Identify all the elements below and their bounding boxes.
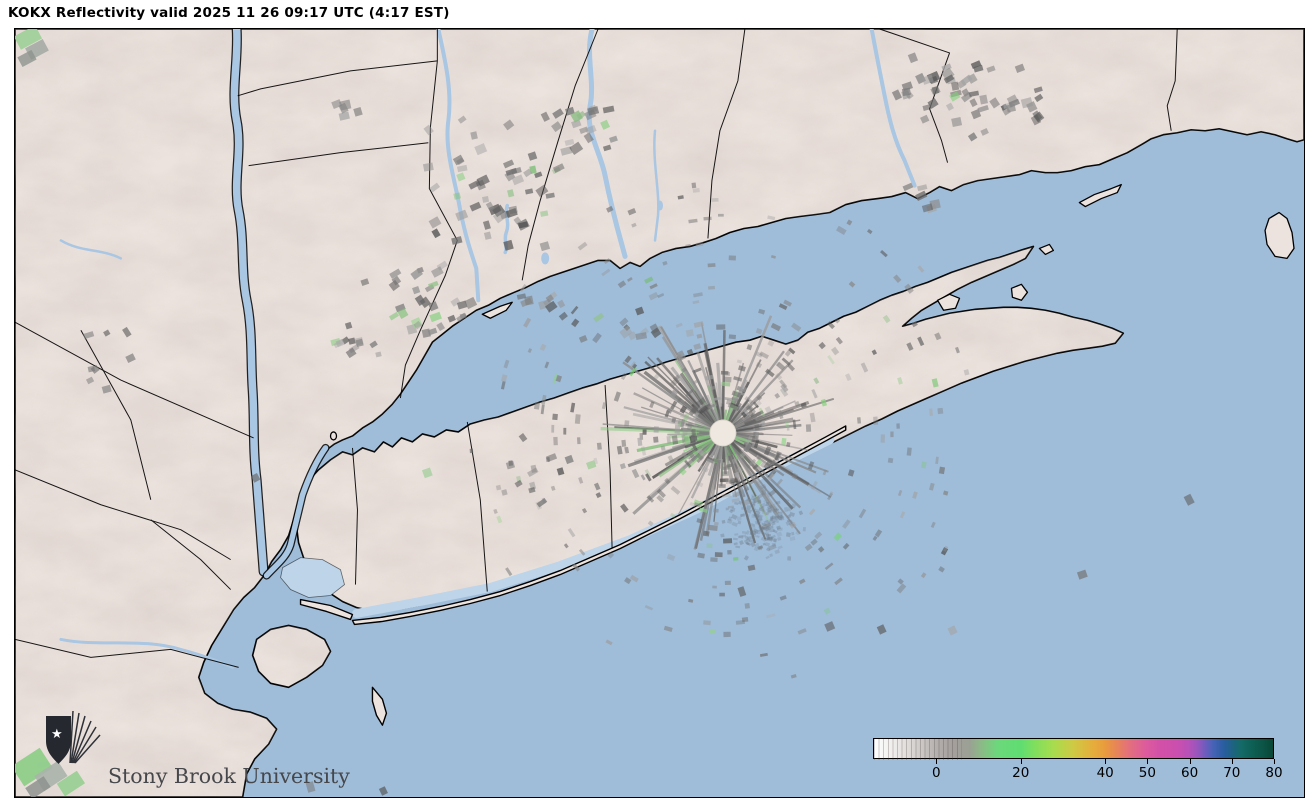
jamaica-bay <box>280 557 345 598</box>
colorbar-tick <box>1189 759 1191 764</box>
radar-site-marker <box>709 419 737 447</box>
colorbar-tick-label: 40 <box>1096 765 1114 781</box>
norwalk-islands <box>481 301 513 319</box>
nj-ny-state-line <box>15 321 254 439</box>
fishers-island <box>1078 183 1122 208</box>
colorbar-tick-label: 0 <box>932 765 941 781</box>
lakes <box>541 200 663 265</box>
colorbar-tick <box>1274 759 1275 764</box>
colorbar-tick <box>1105 759 1107 764</box>
city-island <box>329 431 338 441</box>
colorbar-tick-label: 20 <box>1012 765 1030 781</box>
colorbar-gradient <box>873 738 1274 760</box>
nw-river <box>59 239 123 260</box>
colorbar-tick <box>1147 759 1149 764</box>
queens-nassau-line <box>351 447 358 585</box>
map-canvas: ★ Stony Brook University School of Marin… <box>14 28 1305 798</box>
radar-echo-layer <box>15 29 1195 797</box>
gardiners-island <box>1010 283 1029 301</box>
barrier-islands <box>299 425 847 726</box>
shelter-island <box>936 293 961 311</box>
colorbar-low-end-stripes <box>874 739 962 760</box>
colorbar-tick-label: 70 <box>1223 765 1241 781</box>
east-river <box>263 445 329 579</box>
small-islands <box>329 183 1295 441</box>
block-island <box>1264 211 1295 260</box>
figure-title: KOKX Reflectivity valid 2025 11 26 09:17… <box>8 5 450 21</box>
quinnipiac-river <box>653 129 660 242</box>
base-map <box>15 29 1304 797</box>
colorbar-tick <box>1231 759 1233 764</box>
plum-island <box>1038 243 1055 256</box>
housatonic-river <box>436 29 481 303</box>
thames-river <box>869 29 917 188</box>
reflectivity-colorbar: 0 20 40 50 60 70 80 <box>873 738 1283 784</box>
colorbar-tick <box>936 759 938 764</box>
colorbar-tick <box>1020 759 1022 764</box>
sandy-hook-spit <box>371 686 388 726</box>
colorbar-tick-label: 50 <box>1138 765 1156 781</box>
colorbar-tick-label: 80 <box>1265 765 1283 781</box>
colorbar-tick-label: 60 <box>1180 765 1199 781</box>
connecticut-river <box>586 29 628 259</box>
nassau-suffolk-line <box>466 421 488 592</box>
